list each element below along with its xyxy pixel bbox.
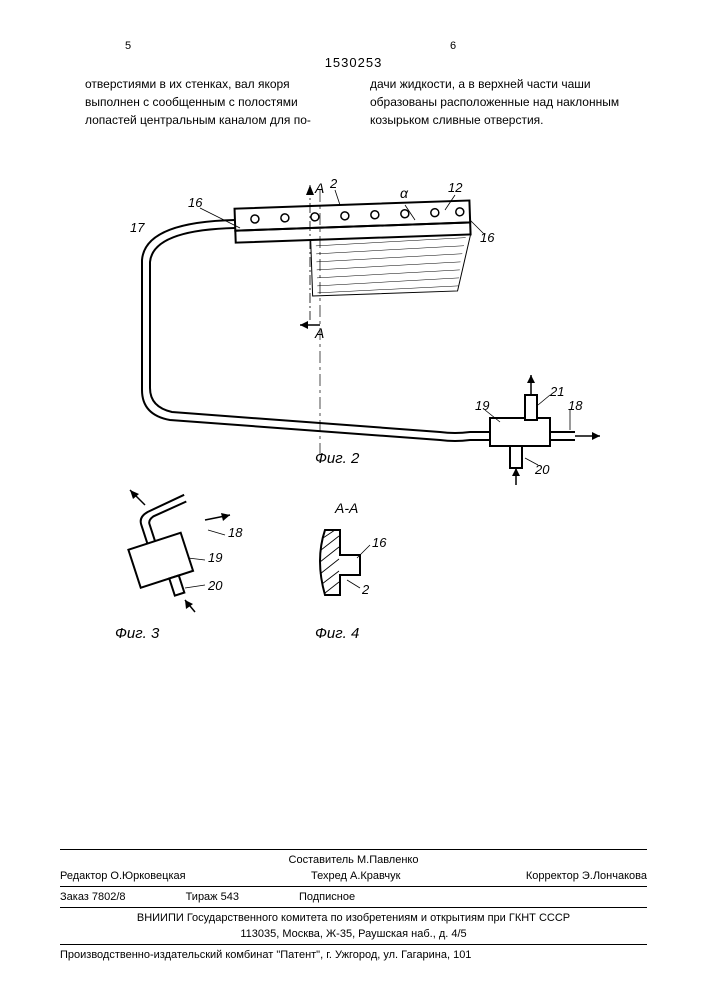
fig3-label: Фиг. 3	[115, 625, 159, 642]
ref-16-f4: 16	[372, 535, 386, 550]
footer-subscription: Подписное	[299, 891, 355, 903]
footer-techred: Техред А.Кравчук	[311, 870, 400, 882]
footer-address1: 113035, Москва, Ж-35, Раушская наб., д. …	[60, 928, 647, 940]
fig2	[142, 185, 600, 485]
page-num-right: 6	[450, 40, 456, 52]
fig2-label: Фиг. 2	[315, 450, 359, 467]
ref-17: 17	[130, 220, 144, 235]
text-column-right: дачи жидкости, а в верхней части чаши об…	[370, 75, 620, 129]
ref-19: 19	[475, 398, 489, 413]
section-aa: А-А	[335, 500, 358, 516]
footer-circulation: Тираж 543	[186, 891, 239, 903]
section-a-top: А	[315, 180, 324, 196]
ref-16b: 16	[480, 230, 494, 245]
angle-alpha: α	[400, 185, 408, 201]
footer-order: Заказ 7802/8	[60, 891, 126, 903]
document-number: 1530253	[325, 55, 383, 70]
ref-20: 20	[535, 462, 549, 477]
ref-19-f3: 19	[208, 550, 222, 565]
footer-editor: Редактор О.Юрковецкая	[60, 870, 186, 882]
text-column-left: отверстиями в их стенках, вал якоря выпо…	[85, 75, 335, 129]
figure-area: 17 16 2 α 12 16 А А 19 21 18 20 Фиг. 2 1…	[60, 150, 620, 650]
ref-21: 21	[550, 384, 564, 399]
ref-18: 18	[568, 398, 582, 413]
footer: Составитель М.Павленко Редактор О.Юркове…	[60, 846, 647, 965]
section-a-bottom: А	[315, 325, 324, 341]
footer-address2: Производственно-издательский комбинат "П…	[60, 949, 647, 961]
ref-12: 12	[448, 180, 462, 195]
footer-org: ВНИИПИ Государственного комитета по изоб…	[60, 912, 647, 924]
ref-2: 2	[330, 176, 337, 191]
ref-18-f3: 18	[228, 525, 242, 540]
fig4-label: Фиг. 4	[315, 625, 359, 642]
ref-20-f3: 20	[208, 578, 222, 593]
ref-2-f4: 2	[362, 582, 369, 597]
page-num-left: 5	[125, 40, 131, 52]
footer-compiler: Составитель М.Павленко	[60, 854, 647, 866]
footer-corrector: Корректор Э.Лончакова	[526, 870, 647, 882]
ref-16a: 16	[188, 195, 202, 210]
